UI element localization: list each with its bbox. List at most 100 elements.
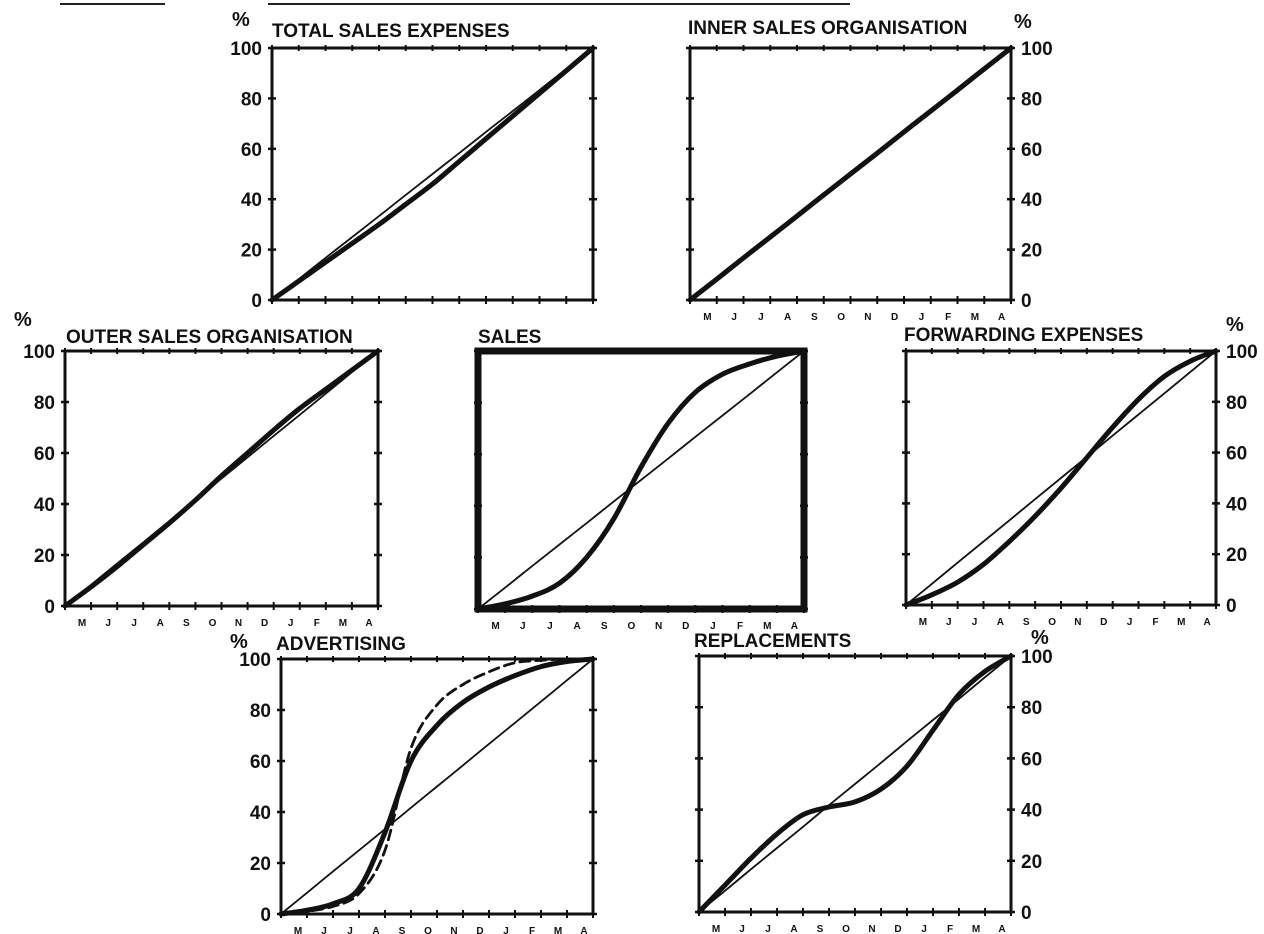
series-line-heavy-0	[696, 653, 1014, 915]
series-line-heavy-0	[687, 45, 1014, 303]
x-tick-label: A	[580, 926, 587, 934]
panel-forwarding-expenses: 0 20 40 60 80 100 M J J A S O N D J F M A FORWARDING EXPEN…	[902, 314, 1258, 628]
x-tick-label: M	[1177, 617, 1185, 628]
x-tick-label: A	[791, 621, 798, 632]
x-tick-label: M	[971, 312, 979, 323]
y-tick-label: 60	[34, 444, 55, 465]
chart-title: OUTER SALES ORGANISATION	[66, 327, 353, 348]
chart-title: REPLACEMENTS	[694, 631, 851, 652]
y-tick-label: 80	[250, 701, 271, 722]
x-tick-label: J	[503, 926, 509, 934]
series-line-thin-2	[280, 658, 594, 915]
x-tick-label: J	[288, 618, 294, 629]
x-tick-label: J	[131, 618, 137, 629]
x-tick-label: M	[712, 924, 720, 934]
x-tick-label: F	[737, 621, 743, 632]
chart-title: SALES	[478, 327, 541, 348]
y-tick-label: 60	[241, 140, 262, 161]
x-tick-label: M	[78, 618, 86, 629]
x-tick-label: F	[314, 618, 320, 629]
x-tick-label: F	[1152, 617, 1158, 628]
x-tick-label: A	[573, 621, 580, 632]
y-axis-unit-label: %	[14, 309, 32, 331]
y-tick-label: 100	[23, 342, 55, 363]
x-tick-label: A	[998, 924, 1005, 934]
x-tick-label: J	[710, 621, 716, 632]
y-axis-unit-label: %	[1031, 627, 1049, 649]
x-tick-label: J	[758, 312, 764, 323]
chart-title: ADVERTISING	[276, 634, 406, 655]
panel-inner-sales-organisation: 0 20 40 60 80 100 M J J A S O N D J F M A INNER SALES ORGA…	[686, 11, 1053, 323]
x-tick-label: M	[919, 617, 927, 628]
x-tick-label: A	[372, 926, 379, 934]
y-tick-label: 100	[1021, 647, 1053, 668]
series-line-thin-1	[271, 47, 594, 301]
x-tick-label: S	[1023, 617, 1030, 628]
y-tick-label: 100	[239, 650, 271, 671]
chart-title: FORWARDING EXPENSES	[904, 325, 1143, 346]
series-line-thin-1	[905, 350, 1217, 606]
x-tick-label: N	[655, 621, 662, 632]
panel-total-sales-expenses: 0 20 40 60 80 100 TOTAL SALES EXPENSES%	[230, 9, 597, 312]
x-tick-label: J	[105, 618, 111, 629]
x-tick-label: O	[1048, 617, 1056, 628]
panel-sales: M J J A S O N D J F M A SALES	[474, 327, 808, 632]
y-axis-unit-label: %	[230, 631, 248, 653]
y-tick-label: 20	[250, 854, 271, 875]
y-tick-label: 0	[1021, 903, 1032, 924]
y-tick-label: 0	[44, 597, 55, 618]
y-tick-label: 60	[1021, 140, 1042, 161]
series-line-heavy-0	[62, 348, 381, 609]
x-tick-label: S	[601, 621, 608, 632]
y-tick-label: 40	[241, 190, 262, 211]
x-tick-label: O	[842, 924, 850, 934]
y-tick-label: 40	[1021, 190, 1042, 211]
x-tick-label: S	[811, 312, 818, 323]
y-tick-label: 100	[1021, 39, 1053, 60]
y-axis-unit-label: %	[232, 9, 250, 31]
y-tick-label: 60	[1226, 444, 1247, 465]
x-tick-label: A	[1203, 617, 1210, 628]
y-tick-label: 60	[250, 752, 271, 773]
x-tick-label: S	[399, 926, 406, 934]
y-tick-label: 80	[34, 393, 55, 414]
x-tick-label: O	[837, 312, 845, 323]
x-tick-label: A	[997, 617, 1004, 628]
series-line-heavy-0	[903, 348, 1219, 608]
chart-panels: 0 20 40 60 80 100 TOTAL SALES EXPENSES% 0 20 40 60…	[14, 9, 1258, 934]
x-tick-label: N	[450, 926, 457, 934]
y-tick-label: 80	[1021, 698, 1042, 719]
y-tick-label: 20	[34, 546, 55, 567]
x-tick-label: F	[529, 926, 535, 934]
x-tick-label: M	[491, 621, 499, 632]
y-tick-label: 60	[1021, 749, 1042, 770]
x-tick-label: O	[209, 618, 217, 629]
y-tick-label: 0	[1021, 291, 1032, 312]
x-tick-label: D	[894, 924, 901, 934]
x-tick-label: M	[763, 621, 771, 632]
x-tick-label: D	[476, 926, 483, 934]
x-tick-label: J	[765, 924, 771, 934]
x-tick-label: S	[183, 618, 190, 629]
x-tick-label: M	[554, 926, 562, 934]
x-tick-label: N	[868, 924, 875, 934]
x-tick-label: A	[157, 618, 164, 629]
x-tick-label: A	[998, 312, 1005, 323]
x-tick-label: M	[972, 924, 980, 934]
series-line-heavy-0	[269, 45, 596, 303]
x-tick-label: J	[946, 617, 952, 628]
x-tick-label: A	[365, 618, 372, 629]
x-tick-label: J	[347, 926, 353, 934]
x-tick-label: J	[919, 312, 925, 323]
y-tick-label: 100	[1226, 342, 1258, 363]
x-tick-label: D	[891, 312, 898, 323]
y-axis-unit-label: %	[1014, 11, 1032, 33]
y-tick-label: 40	[1226, 494, 1247, 515]
y-tick-label: 0	[251, 291, 262, 312]
x-tick-label: N	[235, 618, 242, 629]
y-tick-label: 40	[34, 495, 55, 516]
x-tick-label: D	[261, 618, 268, 629]
x-tick-label: J	[520, 621, 526, 632]
x-tick-label: A	[784, 312, 791, 323]
x-tick-label: F	[945, 312, 951, 323]
